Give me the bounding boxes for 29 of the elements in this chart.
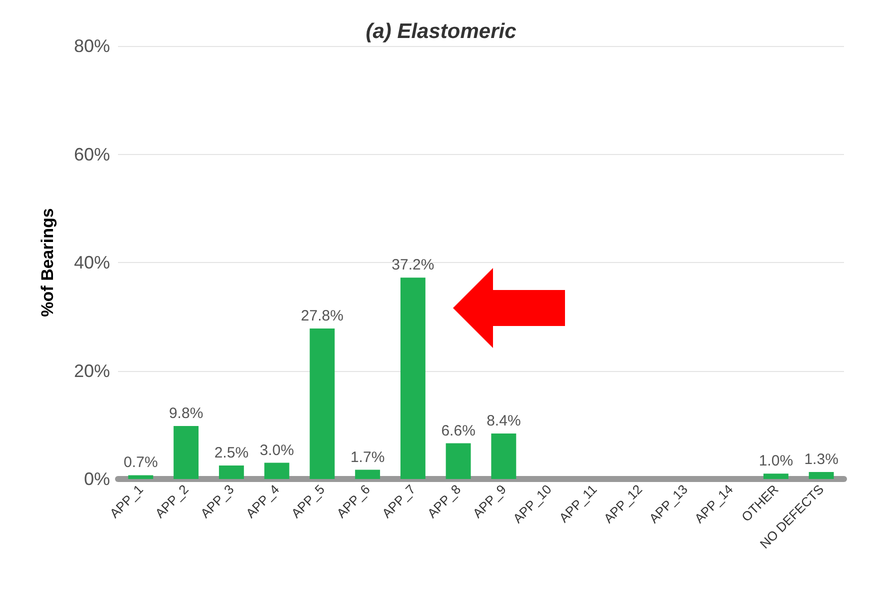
y-tick-label: 80% xyxy=(74,36,110,56)
bar xyxy=(400,278,426,479)
data-label: 9.8% xyxy=(168,404,204,422)
bar xyxy=(446,443,471,479)
y-tick-label: 40% xyxy=(74,252,110,272)
data-label: 37.2% xyxy=(392,256,434,274)
bar xyxy=(808,472,834,479)
bar xyxy=(310,328,335,479)
data-label: 3.0% xyxy=(260,442,294,459)
bar xyxy=(491,434,516,479)
bar xyxy=(174,426,199,479)
bar xyxy=(128,475,154,479)
y-tick-label: 20% xyxy=(74,360,110,381)
y-axis-title: %of Bearings xyxy=(38,208,57,317)
data-label: 0.7% xyxy=(124,454,158,472)
chart-title: (a) Elastomeric xyxy=(366,20,517,43)
y-tick-label: 0% xyxy=(84,469,110,489)
data-label: 1.0% xyxy=(758,452,794,470)
data-label: 2.5% xyxy=(214,444,249,462)
data-label: 27.8% xyxy=(300,308,344,325)
bar xyxy=(264,462,290,479)
y-tick-label: 60% xyxy=(74,144,110,164)
data-label: 1.3% xyxy=(804,450,838,468)
data-label: 8.4% xyxy=(486,412,521,430)
bar xyxy=(763,474,788,479)
bar xyxy=(355,470,380,479)
data-label: 6.6% xyxy=(441,422,476,440)
bar xyxy=(218,465,244,479)
data-label: 1.7% xyxy=(350,448,385,466)
